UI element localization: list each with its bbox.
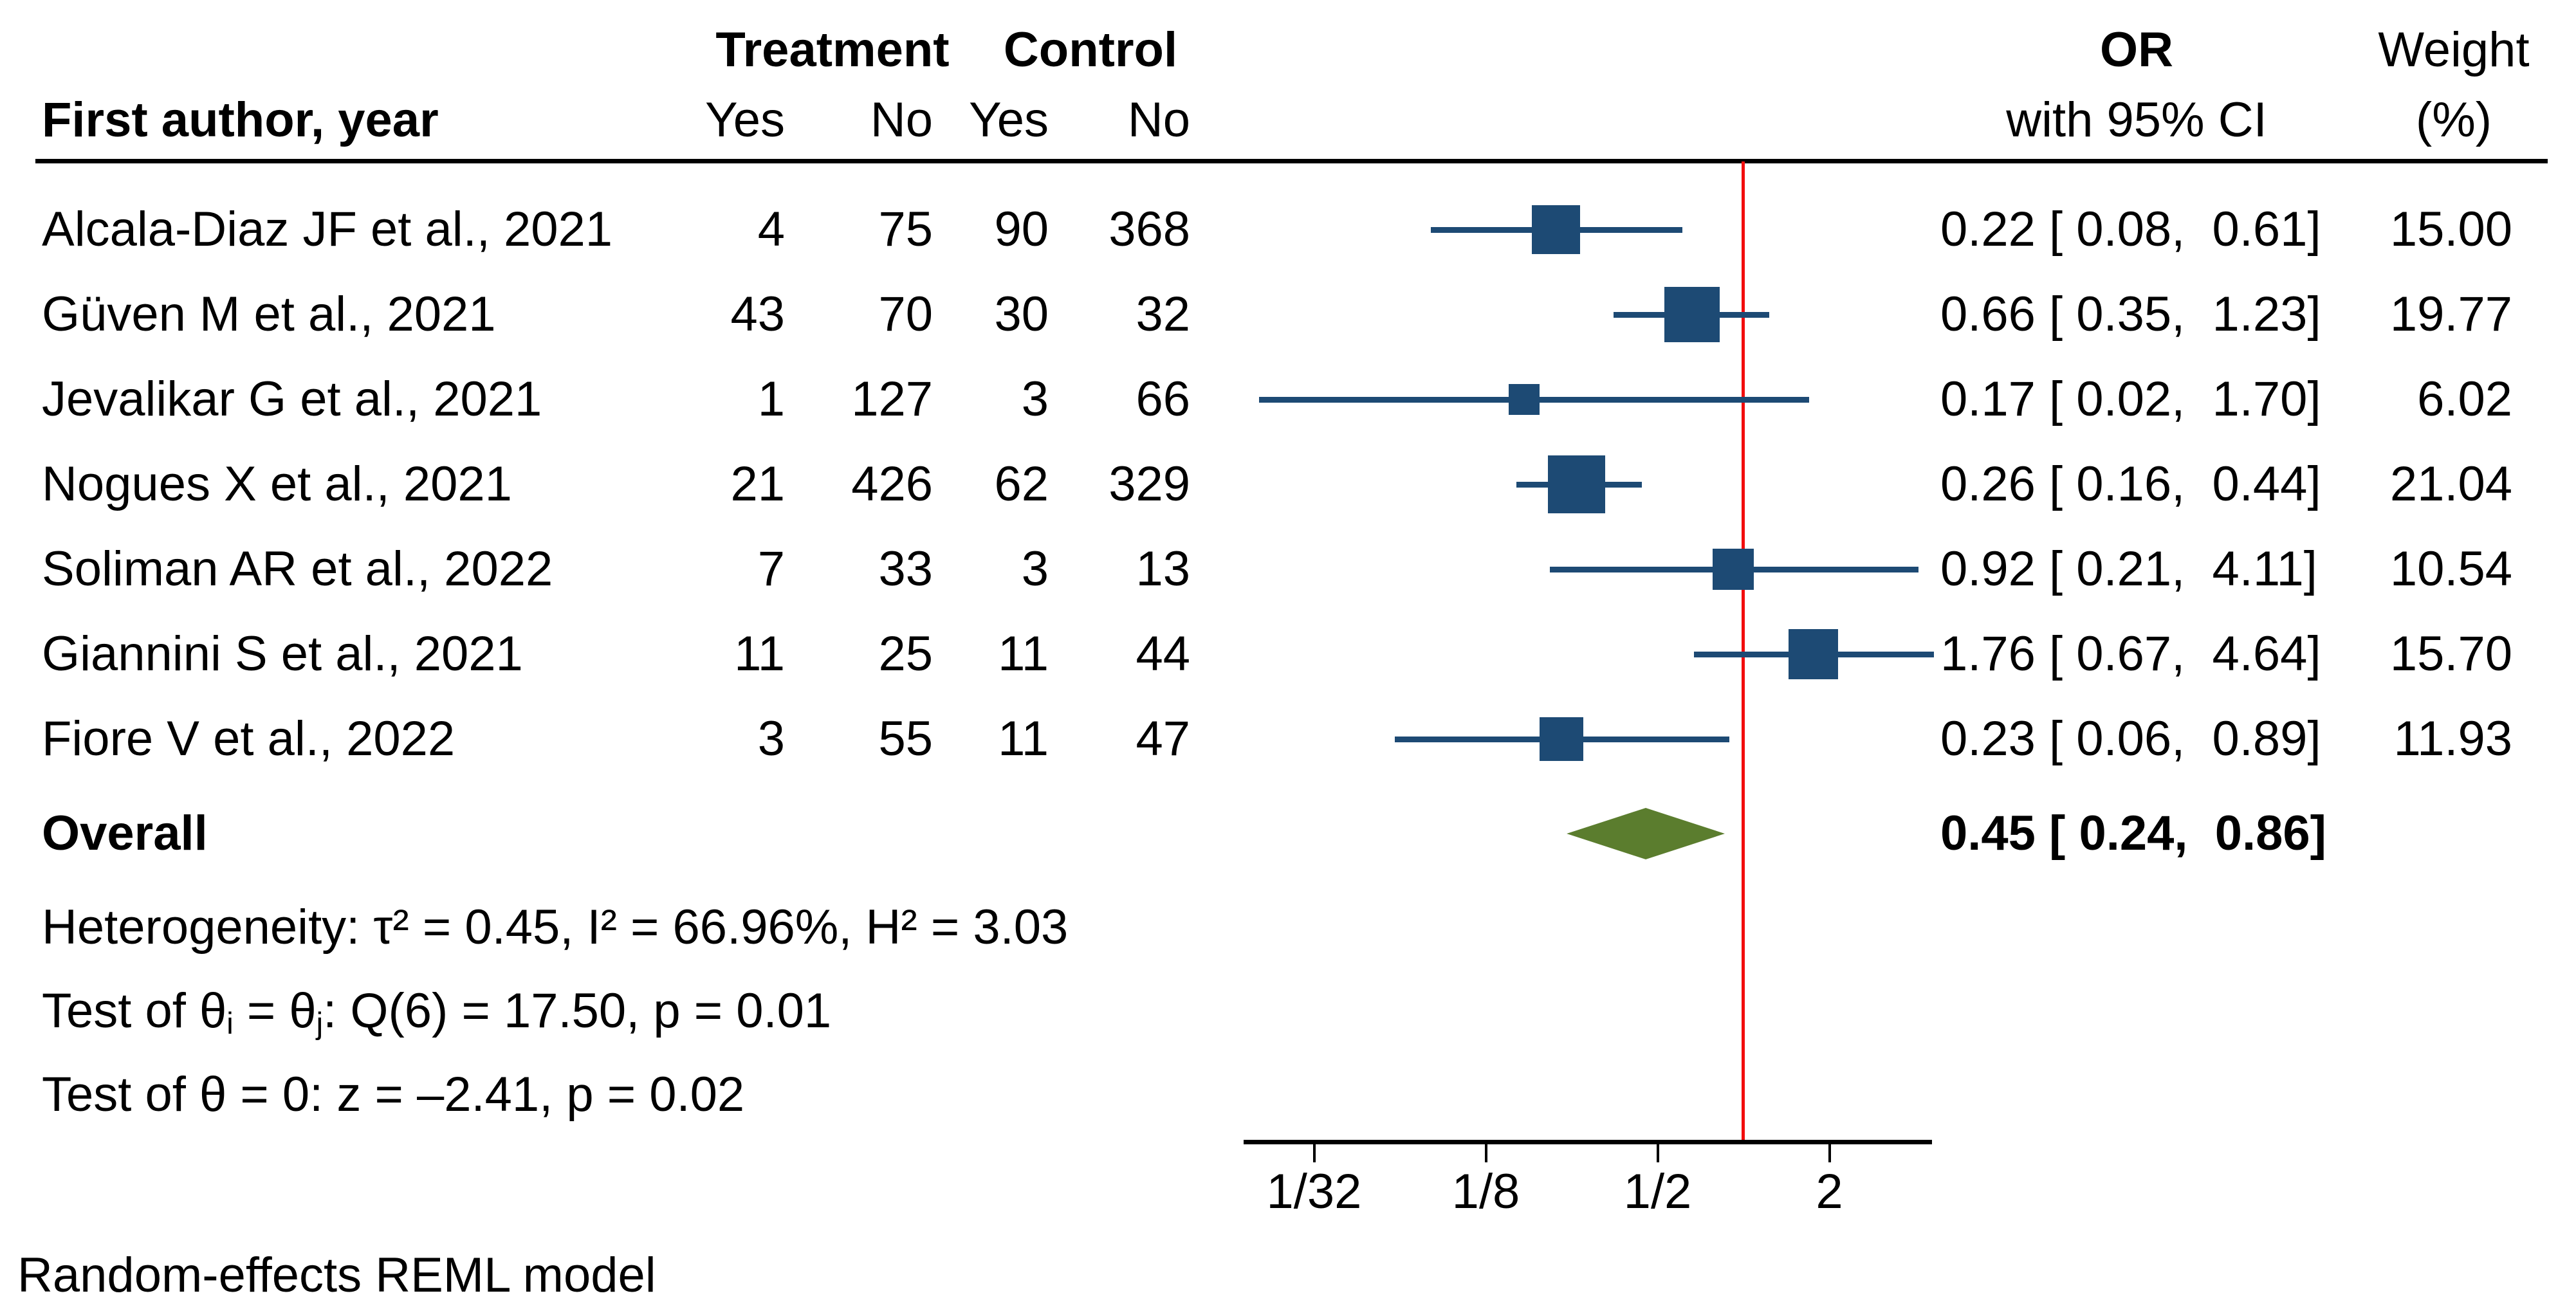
control-column-header: Control [1003,23,1178,77]
test-theta-zero: Test of θ = 0: z = –2.41, p = 0.02 [42,1067,745,1122]
study-weight: 19.77 [2389,287,2512,342]
study-name: Jevalikar G et al., 2021 [42,372,542,426]
x-axis-line [1244,1140,1932,1144]
study-weight: 15.70 [2389,627,2512,681]
study-name: Fiore V et al., 2022 [42,711,455,766]
treatment-yes-count: 43 [730,287,785,342]
control-yes-count: 90 [994,202,1049,257]
treatment-no-count: 70 [878,287,933,342]
axis-tick [1828,1144,1831,1162]
or-square [1789,629,1839,679]
axis-tick-label: 2 [1816,1164,1843,1219]
treatment-yes-count: 1 [757,372,785,426]
axis-tick [1312,1144,1316,1162]
study-or-ci: 0.66 [ 0.35, 1.23] [1940,287,2321,342]
study-name: Giannini S et al., 2021 [42,627,523,681]
treatment-no-count: 75 [878,202,933,257]
overall-label: Overall [42,806,208,861]
control-no-count: 32 [1136,287,1190,342]
treatment-no-header: No [870,93,933,147]
control-yes-count: 62 [994,457,1049,511]
control-yes-count: 3 [1021,542,1049,596]
study-weight: 15.00 [2389,202,2512,257]
heterogeneity-stats: Heterogeneity: τ² = 0.45, I² = 66.96%, H… [42,900,1069,955]
theta-j-subscript: j [316,1006,324,1041]
control-yes-count: 30 [994,287,1049,342]
study-or-ci: 1.76 [ 0.67, 4.64] [1940,627,2321,681]
study-weight: 21.04 [2389,457,2512,511]
overall-diamond [1567,808,1725,859]
control-yes-count: 11 [998,627,1049,681]
or-column-header: OR [2100,23,2173,77]
study-weight: 10.54 [2389,542,2512,596]
treatment-column-header: Treatment [715,23,950,77]
treatment-no-count: 127 [851,372,933,426]
control-yes-count: 3 [1021,372,1049,426]
control-no-count: 44 [1136,627,1190,681]
study-weight: 6.02 [2417,372,2512,426]
treatment-no-count: 25 [878,627,933,681]
overall-or-ci: 0.45 [ 0.24, 0.86] [1940,806,2326,861]
study-name: Güven M et al., 2021 [42,287,496,342]
control-no-header: No [1127,93,1190,147]
header-rule [35,159,2548,163]
control-yes-header: Yes [969,93,1049,147]
treatment-yes-count: 4 [757,202,785,257]
treatment-no-count: 33 [878,542,933,596]
treatment-no-count: 55 [878,711,933,766]
or-square [1540,717,1583,761]
axis-tick-label: 1/8 [1451,1164,1520,1219]
control-no-count: 66 [1136,372,1190,426]
treatment-yes-count: 21 [730,457,785,511]
study-name: Nogues X et al., 2021 [42,457,512,511]
first-author-column-header: First author, year [42,93,439,147]
or-square [1547,455,1606,513]
weight-pct-subheader: (%) [2415,93,2492,147]
control-no-count: 368 [1109,202,1190,257]
or-square [1713,549,1754,590]
study-or-ci: 0.17 [ 0.02, 1.70] [1940,372,2321,426]
treatment-yes-count: 7 [757,542,785,596]
or-ci-subheader: with 95% CI [2006,93,2267,147]
study-or-ci: 0.92 [ 0.21, 4.11] [1940,542,2317,596]
treatment-yes-count: 3 [757,711,785,766]
study-name: Soliman AR et al., 2022 [42,542,553,596]
treatment-no-count: 426 [851,457,933,511]
or-square [1664,286,1720,343]
axis-tick [1484,1144,1487,1162]
study-name: Alcala-Diaz JF et al., 2021 [42,202,613,257]
study-weight: 11.93 [2393,711,2512,766]
axis-tick [1656,1144,1659,1162]
control-no-count: 13 [1136,542,1190,596]
or-square [1531,205,1581,254]
test-group-equality: Test of θi = θj: Q(6) = 17.50, p = 0.01 [42,984,832,1041]
study-or-ci: 0.22 [ 0.08, 0.61] [1940,202,2321,257]
axis-tick-label: 1/2 [1623,1164,1692,1219]
control-yes-count: 11 [998,711,1049,766]
control-no-count: 329 [1109,457,1190,511]
or-square [1508,384,1540,415]
control-no-count: 47 [1136,711,1190,766]
theta-i-subscript: i [226,1006,234,1041]
treatment-yes-header: Yes [705,93,785,147]
study-or-ci: 0.23 [ 0.06, 0.89] [1940,711,2321,766]
model-footnote: Random-effects REML model [17,1248,656,1303]
weight-column-header: Weight [2378,23,2530,77]
study-or-ci: 0.26 [ 0.16, 0.44] [1940,457,2321,511]
axis-tick-label: 1/32 [1266,1164,1362,1219]
treatment-yes-count: 11 [734,627,785,681]
